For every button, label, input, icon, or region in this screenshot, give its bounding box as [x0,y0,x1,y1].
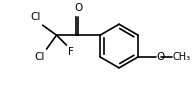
Text: Cl: Cl [34,52,45,62]
Text: F: F [68,47,74,57]
Text: Cl: Cl [30,12,41,22]
Text: O: O [74,3,82,13]
Text: CH₃: CH₃ [173,52,191,62]
Text: O: O [157,52,165,62]
